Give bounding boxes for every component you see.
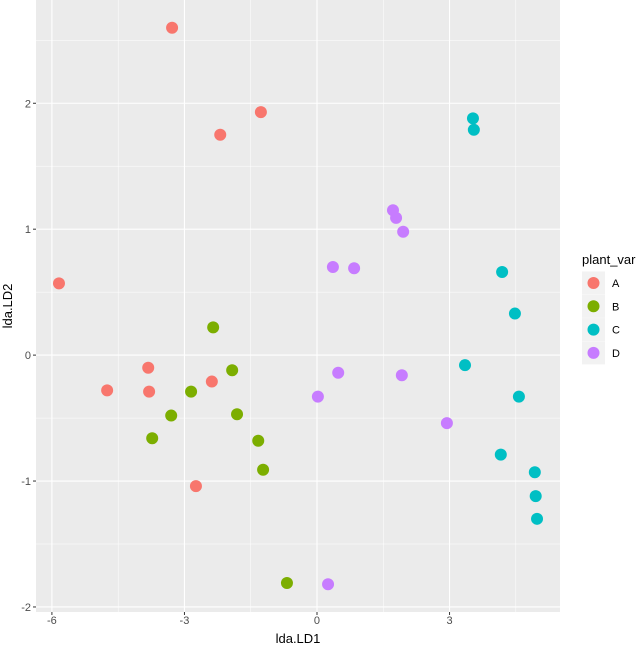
data-point-C — [496, 266, 509, 278]
data-point-D — [311, 390, 324, 403]
y-tick-label: -2 — [21, 602, 31, 614]
data-point-D — [390, 211, 403, 224]
y-tick-label: 1 — [25, 224, 31, 236]
data-point-C — [508, 307, 521, 320]
data-point-B — [231, 408, 244, 421]
data-point-C — [512, 390, 525, 403]
data-point-B — [226, 364, 239, 377]
data-point-D — [332, 366, 345, 379]
data-point-D — [397, 225, 410, 238]
data-point-C — [459, 359, 472, 372]
legend-title: plant_var — [582, 252, 636, 267]
x-tick-label: -3 — [180, 615, 190, 627]
data-point-A — [101, 384, 114, 397]
data-point-A — [142, 361, 155, 374]
legend-label-A: A — [612, 278, 620, 290]
data-point-B — [280, 577, 293, 590]
data-point-D — [395, 369, 408, 382]
plot-panel — [36, 0, 560, 612]
legend-key-A — [587, 277, 600, 289]
data-point-A — [166, 21, 179, 34]
y-tick-label: -1 — [21, 476, 31, 488]
legend-key-C — [587, 323, 600, 336]
y-tick-label: 0 — [25, 350, 31, 362]
data-point-D — [322, 578, 335, 591]
data-point-D — [440, 417, 453, 430]
data-point-B — [207, 321, 220, 334]
data-point-B — [165, 409, 178, 422]
y-axis-label: lda.LD2 — [0, 284, 15, 329]
data-point-A — [189, 480, 202, 493]
data-point-A — [205, 375, 218, 388]
x-tick-label: -6 — [47, 615, 57, 627]
data-point-C — [494, 448, 507, 461]
data-point-B — [185, 385, 198, 398]
data-point-A — [52, 277, 65, 290]
data-point-B — [257, 463, 270, 476]
legend-key-B — [587, 300, 600, 313]
data-point-D — [348, 262, 361, 275]
data-point-A — [254, 106, 267, 119]
legend-label-C: C — [612, 325, 620, 337]
x-axis-label: lda.LD1 — [276, 631, 321, 646]
data-point-C — [528, 466, 541, 479]
data-point-A — [214, 128, 227, 141]
data-point-C — [466, 112, 479, 125]
y-tick-label: 2 — [25, 98, 31, 110]
x-tick-label: 3 — [446, 615, 452, 627]
data-point-C — [529, 490, 542, 503]
data-point-C — [467, 123, 480, 136]
legend-label-D: D — [612, 348, 620, 360]
data-point-B — [252, 434, 265, 447]
data-point-D — [326, 260, 339, 273]
x-tick-label: 0 — [314, 615, 320, 627]
legend-label-B: B — [612, 301, 619, 313]
data-point-A — [143, 385, 156, 398]
data-point-C — [531, 512, 544, 525]
data-point-B — [146, 432, 159, 445]
legend-key-D — [587, 346, 600, 359]
